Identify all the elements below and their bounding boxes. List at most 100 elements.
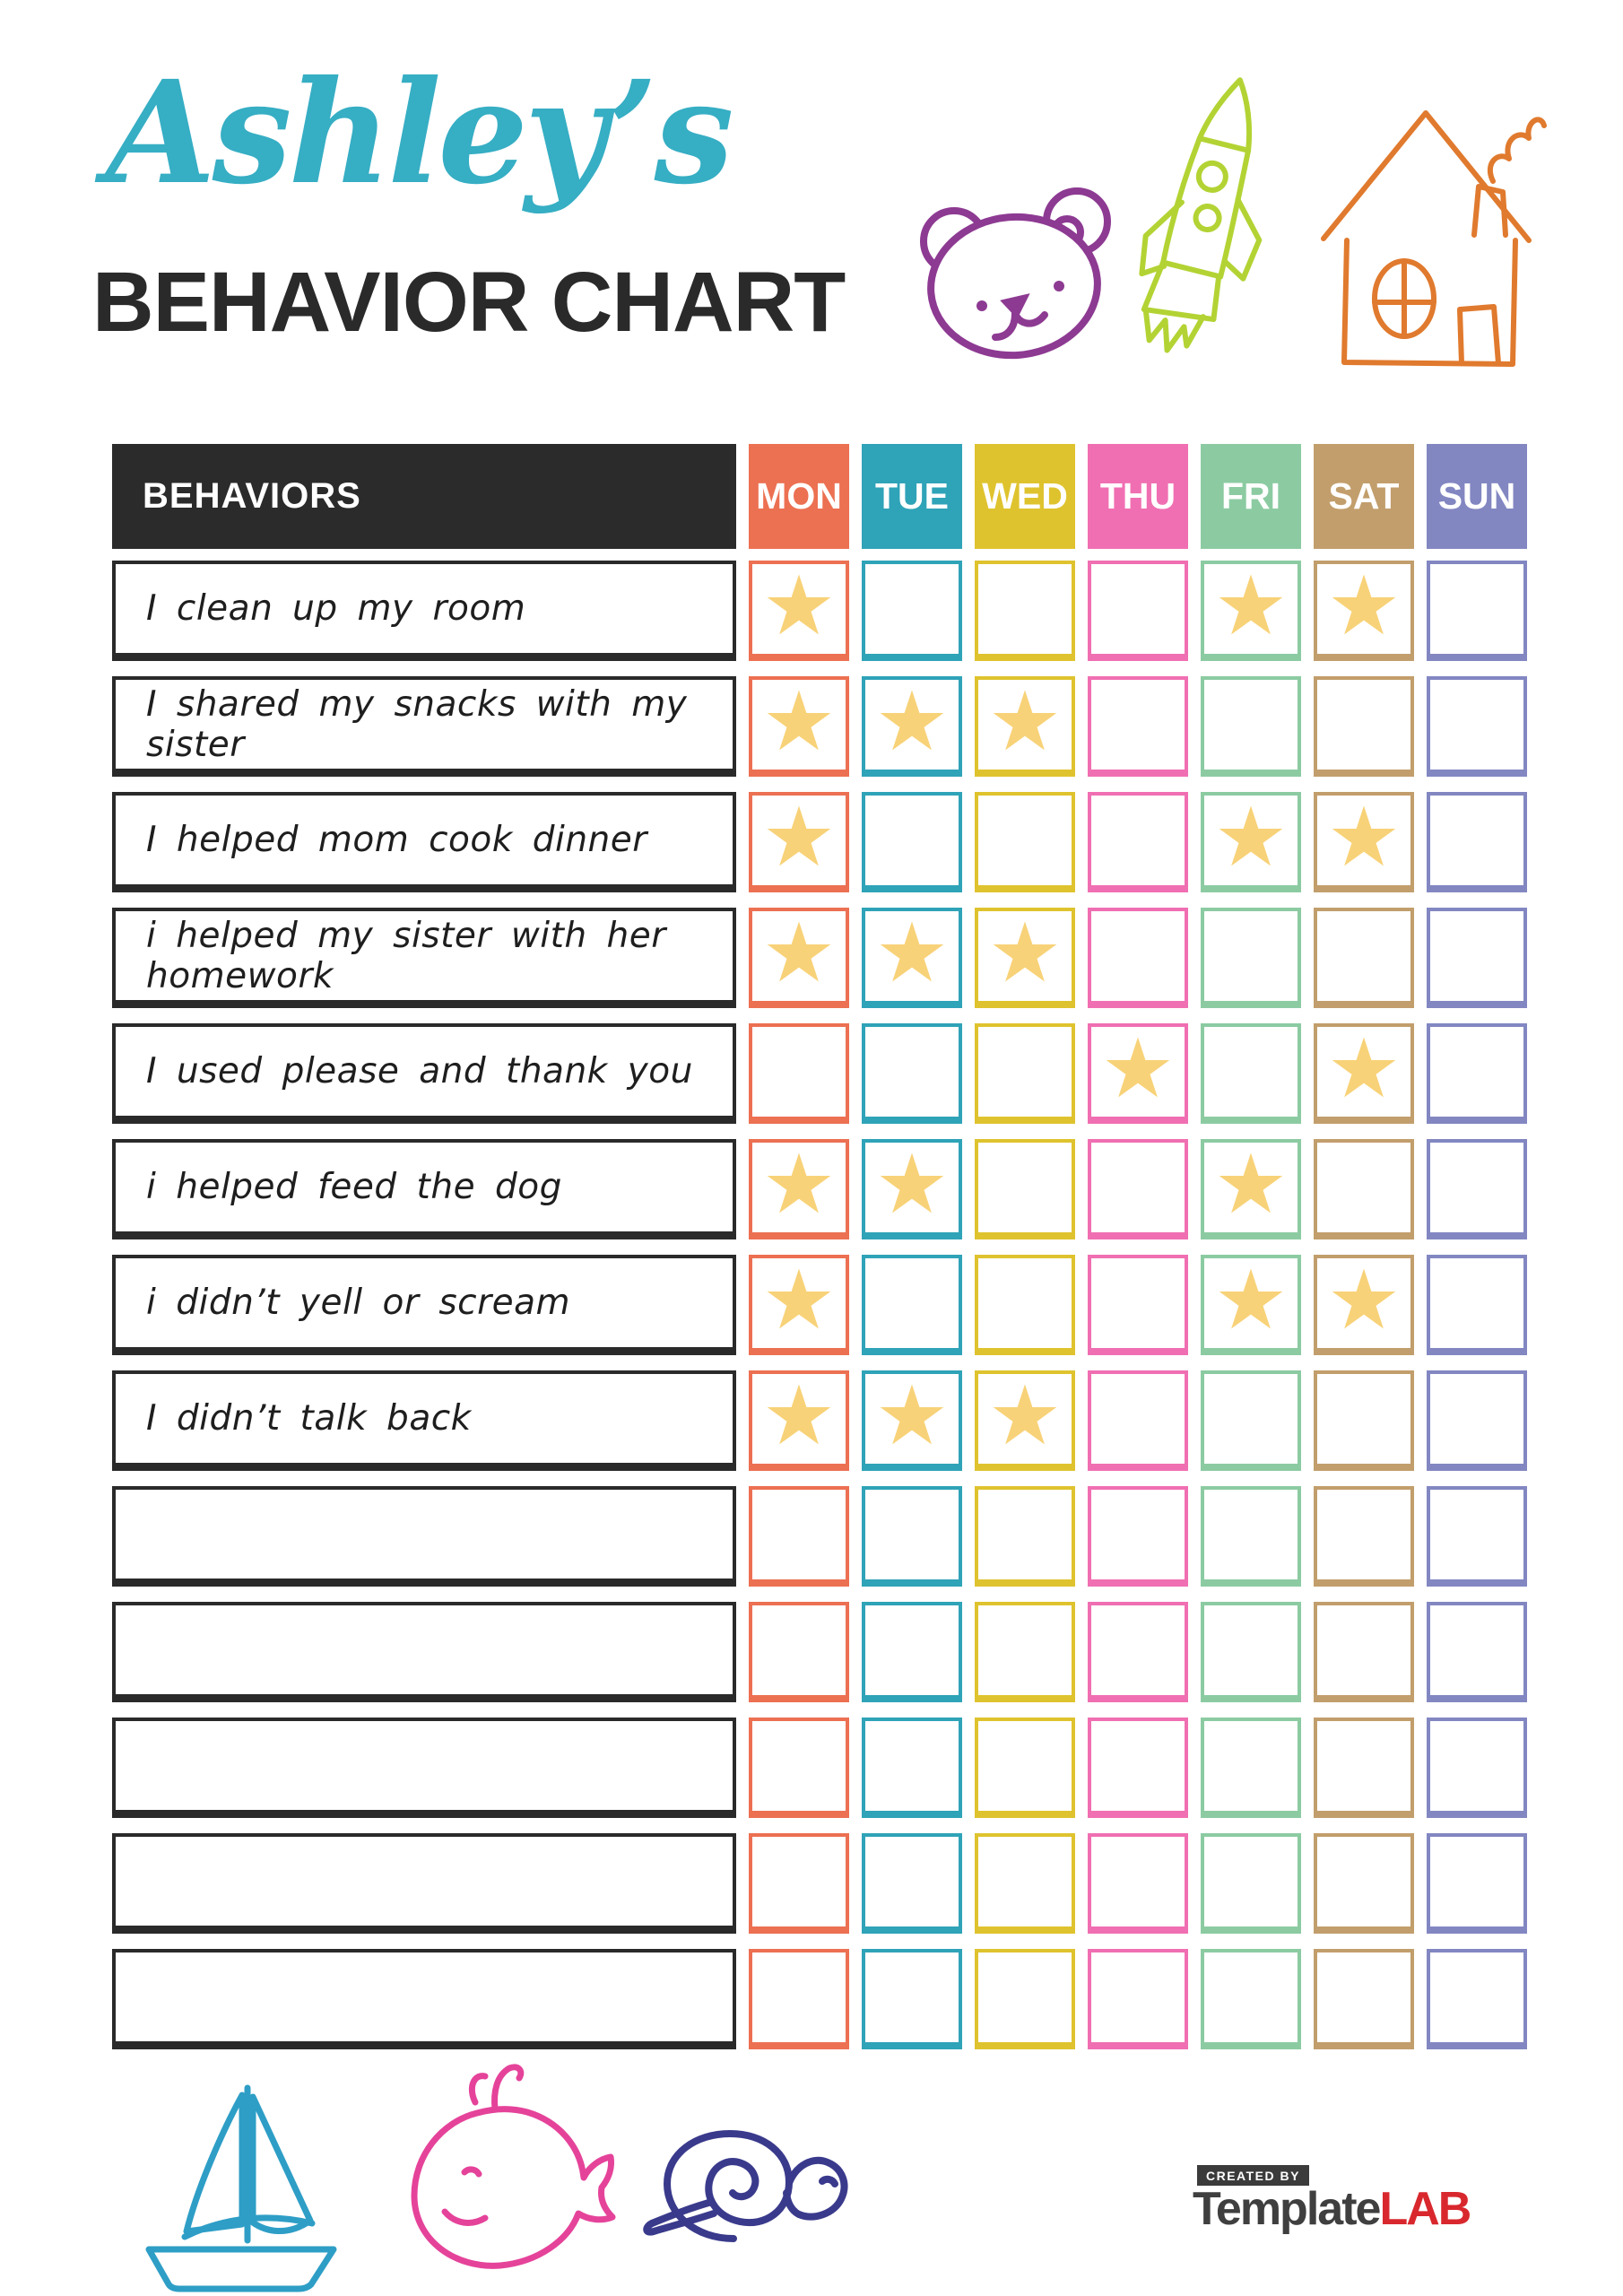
star-icon: ★ [761, 788, 837, 885]
star-icon: ★ [987, 673, 1063, 770]
day-cell-thu [1088, 1370, 1188, 1471]
day-cell-tue [862, 1949, 962, 2049]
day-cell-thu [1088, 1602, 1188, 1702]
day-cell-sun [1427, 1486, 1527, 1587]
chart-body: I clean up my room ★ ★ ★ I shared my snacks … [112, 561, 1527, 2049]
day-cell-sun [1427, 561, 1527, 661]
day-cell-fri [1201, 676, 1301, 777]
day-cell-mon: ★ [749, 1139, 849, 1239]
day-cell-fri [1201, 1023, 1301, 1124]
behavior-label: I clean up my room [112, 561, 736, 661]
day-cell-sat: ★ [1314, 792, 1414, 892]
day-cell-sat: ★ [1314, 1023, 1414, 1124]
star-icon: ★ [874, 904, 950, 1001]
star-icon: ★ [1213, 1251, 1289, 1348]
day-cell-tue [862, 1255, 962, 1355]
behavior-row: I used please and thank you ★ ★ [112, 1023, 1527, 1124]
day-cell-mon: ★ [749, 1370, 849, 1471]
star-icon: ★ [874, 1135, 950, 1232]
rocket-doodle-icon [1139, 77, 1263, 353]
star-icon: ★ [761, 673, 837, 770]
behavior-label: I helped mom cook dinner [112, 792, 736, 892]
day-header-tue: TUE [862, 444, 962, 549]
day-cell-fri: ★ [1201, 561, 1301, 661]
day-cell-tue [862, 1486, 962, 1587]
day-cell-sun [1427, 676, 1527, 777]
day-cell-mon [749, 1023, 849, 1124]
behavior-label: I didn’t talk back [112, 1370, 736, 1471]
day-cell-mon [749, 1486, 849, 1587]
day-cell-sun [1427, 1602, 1527, 1702]
behavior-row [112, 1602, 1527, 1702]
bear-doodle-icon [920, 187, 1111, 360]
sailboat-doodle-icon [145, 2084, 337, 2292]
behavior-row: I clean up my room ★ ★ ★ [112, 561, 1527, 661]
day-cell-sun [1427, 1139, 1527, 1239]
house-doodle-icon [1321, 110, 1547, 367]
star-icon: ★ [1213, 557, 1289, 654]
brand-wordmark: TemplateLAB [1193, 2186, 1471, 2232]
day-cell-sun [1427, 1949, 1527, 2049]
day-cell-sun [1427, 792, 1527, 892]
behavior-label: i didn’t yell or scream [112, 1255, 736, 1355]
star-icon: ★ [761, 557, 837, 654]
day-cell-sat [1314, 1949, 1414, 2049]
day-cell-fri [1201, 1833, 1301, 1934]
day-cell-thu [1088, 676, 1188, 777]
star-icon: ★ [874, 1367, 950, 1464]
day-cell-fri [1201, 908, 1301, 1008]
star-icon: ★ [1213, 1135, 1289, 1232]
behavior-row: i didn’t yell or scream ★ ★ ★ [112, 1255, 1527, 1355]
day-cell-thu [1088, 1139, 1188, 1239]
day-cell-wed [975, 561, 1075, 661]
day-cell-sun [1427, 1023, 1527, 1124]
day-cell-thu [1088, 908, 1188, 1008]
behavior-row [112, 1949, 1527, 2049]
star-icon: ★ [987, 904, 1063, 1001]
day-cell-wed [975, 1833, 1075, 1934]
day-cell-sun [1427, 1833, 1527, 1934]
behavior-row: I helped mom cook dinner ★ ★ ★ [112, 792, 1527, 892]
behavior-label [112, 1833, 736, 1934]
day-cell-wed [975, 792, 1075, 892]
day-cell-thu [1088, 1718, 1188, 1818]
chart-header-row: BEHAVIORS MON TUE WED THU FRI SAT SUN [112, 444, 1527, 549]
day-header-sun: SUN [1427, 444, 1527, 549]
snail-doodle-icon [643, 2130, 848, 2242]
day-cell-mon: ★ [749, 676, 849, 777]
day-cell-sun [1427, 1255, 1527, 1355]
behavior-label [112, 1949, 736, 2049]
star-icon: ★ [987, 1367, 1063, 1464]
day-cell-sat [1314, 676, 1414, 777]
day-header-mon: MON [749, 444, 849, 549]
day-header-sat: SAT [1314, 444, 1414, 549]
behavior-label: I used please and thank you [112, 1023, 736, 1124]
star-icon: ★ [761, 1367, 837, 1464]
day-cell-sat [1314, 1486, 1414, 1587]
day-cell-thu [1088, 561, 1188, 661]
behavior-label [112, 1486, 736, 1587]
day-cell-tue: ★ [862, 908, 962, 1008]
star-icon: ★ [1213, 788, 1289, 885]
day-cell-mon [749, 1718, 849, 1818]
templatelab-logo: CREATED BY TemplateLAB [1193, 2165, 1471, 2232]
day-cell-wed [975, 1023, 1075, 1124]
behavior-row [112, 1486, 1527, 1587]
day-cell-thu: ★ [1088, 1023, 1188, 1124]
behavior-row [112, 1833, 1527, 1934]
day-cell-thu [1088, 1949, 1188, 2049]
day-cell-tue [862, 1833, 962, 1934]
day-cell-fri [1201, 1370, 1301, 1471]
behavior-chart-table: BEHAVIORS MON TUE WED THU FRI SAT SUN I clean … [112, 444, 1527, 2049]
day-cell-mon: ★ [749, 561, 849, 661]
star-icon: ★ [874, 673, 950, 770]
behavior-row: I didn’t talk back ★ ★ ★ [112, 1370, 1527, 1471]
day-cell-tue [862, 1602, 962, 1702]
day-cell-wed [975, 1486, 1075, 1587]
created-by-badge: CREATED BY [1197, 2165, 1309, 2186]
day-cell-fri [1201, 1486, 1301, 1587]
behavior-label [112, 1718, 736, 1818]
day-cell-wed: ★ [975, 676, 1075, 777]
behavior-label [112, 1602, 736, 1702]
day-cell-tue [862, 1023, 962, 1124]
